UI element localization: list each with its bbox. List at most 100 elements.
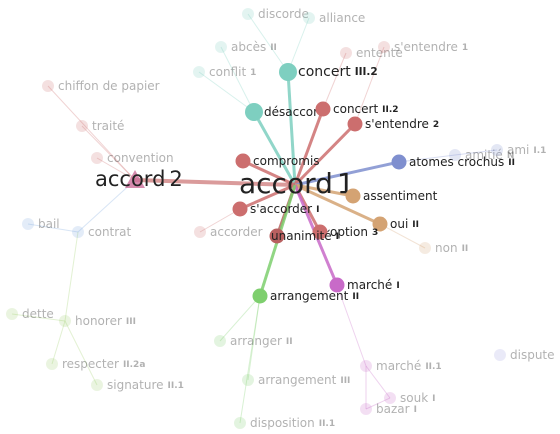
edge	[242, 159, 296, 187]
node[interactable]: arrangement II	[252, 288, 360, 304]
node[interactable]: accord 2	[95, 167, 183, 191]
node-label: chiffon de papier	[58, 79, 160, 93]
node[interactable]: assentiment	[345, 188, 438, 204]
node-marker	[242, 8, 254, 20]
node[interactable]: s'accorder I	[232, 201, 320, 217]
node-marker	[59, 315, 71, 327]
node[interactable]: abcès II	[215, 40, 277, 54]
label-word: respecter	[62, 357, 119, 371]
node[interactable]: alliance	[303, 11, 365, 25]
node[interactable]: entente	[340, 46, 403, 60]
node[interactable]: honorer III	[59, 314, 136, 328]
label-sense: I	[316, 205, 319, 215]
node[interactable]: atomes crochus II	[391, 154, 515, 170]
label-word: assentiment	[363, 189, 438, 203]
node[interactable]: option 3	[312, 224, 379, 240]
node-label: amitié N	[465, 148, 514, 162]
edge	[239, 183, 296, 211]
node[interactable]: dispute	[494, 348, 555, 362]
node-marker	[215, 41, 227, 53]
node[interactable]: unanimité I	[269, 228, 339, 244]
label-word: abcès	[231, 40, 266, 54]
node[interactable]: souk I	[384, 391, 436, 405]
node[interactable]: oui II	[372, 216, 419, 232]
node[interactable]: bail	[22, 217, 60, 231]
node[interactable]: s'entendre 1	[378, 40, 468, 54]
label-sense: I	[336, 232, 339, 242]
node-label: atomes crochus II	[409, 155, 515, 169]
node-label: bazar I	[376, 402, 417, 416]
label-word: contrat	[88, 225, 132, 239]
node[interactable]: dette	[6, 307, 54, 321]
label-word: bazar	[376, 402, 410, 416]
label-word: option	[330, 225, 368, 239]
label-sense: I	[414, 405, 417, 415]
node-label: arranger II	[230, 334, 293, 348]
label-word: non	[435, 241, 458, 255]
node[interactable]: accord 1	[239, 167, 355, 200]
node-marker	[235, 153, 251, 169]
node[interactable]: arranger II	[214, 334, 293, 348]
label-sense: II	[412, 220, 419, 230]
node[interactable]: chiffon de papier	[42, 79, 160, 93]
node-marker	[360, 403, 372, 415]
node[interactable]: amitié N	[449, 148, 514, 162]
node-marker	[312, 224, 328, 240]
edge	[294, 160, 400, 187]
node[interactable]: accorder	[194, 225, 263, 239]
label-sense: III	[126, 317, 136, 327]
node-marker	[232, 201, 248, 217]
label-sense: II.1	[319, 419, 335, 429]
label-word: ami	[507, 143, 529, 157]
label-word: dette	[22, 307, 54, 321]
node[interactable]: convention	[91, 151, 174, 165]
node[interactable]: disposition II.1	[234, 416, 335, 430]
node-label: assentiment	[363, 189, 438, 203]
node[interactable]: non II	[419, 241, 468, 255]
label-word: concert	[333, 102, 378, 116]
node[interactable]: marché I	[329, 277, 400, 293]
node[interactable]: discorde	[242, 7, 309, 21]
edge	[51, 320, 66, 365]
node[interactable]: bazar I	[360, 402, 417, 416]
label-word: accord	[95, 167, 165, 191]
node[interactable]: concert III.2	[279, 63, 378, 81]
node-label: arrangement III	[258, 373, 350, 387]
node[interactable]: signature II.1	[91, 378, 184, 392]
label-word: désaccord	[264, 105, 325, 119]
node[interactable]: marché II.1	[360, 359, 442, 373]
node[interactable]: contrat	[72, 225, 132, 239]
edge	[11, 313, 66, 322]
node-marker	[91, 152, 103, 164]
node[interactable]: respecter II.2a	[46, 357, 145, 371]
label-word: convention	[107, 151, 174, 165]
node-marker	[194, 226, 206, 238]
label-sense: II	[462, 244, 469, 254]
node-label: arrangement II	[270, 289, 359, 303]
node[interactable]: désaccord	[245, 103, 325, 121]
edge	[239, 295, 261, 424]
node[interactable]: s'entendre 2	[347, 116, 440, 132]
label-sense: I.1	[533, 146, 546, 156]
node[interactable]: arrangement III	[242, 373, 350, 387]
node-marker	[494, 349, 506, 361]
edge	[199, 208, 241, 233]
edge	[219, 295, 261, 342]
label-sense: 1	[250, 68, 256, 78]
node[interactable]: conflit 1	[193, 65, 256, 79]
label-sense: II	[508, 158, 515, 168]
label-word: alliance	[319, 11, 365, 25]
label-sense: II.1	[425, 362, 441, 372]
node-marker	[315, 101, 331, 117]
node[interactable]: traité	[76, 119, 124, 133]
node-label: abcès II	[231, 40, 277, 54]
node-marker	[6, 308, 18, 320]
node[interactable]: compromis	[235, 153, 320, 169]
node[interactable]: ami I.1	[491, 143, 546, 157]
edge	[27, 223, 79, 233]
node-marker	[279, 63, 297, 81]
node[interactable]: concert II.2	[315, 101, 399, 117]
label-sense: II	[286, 337, 293, 347]
node-label: alliance	[319, 11, 365, 25]
edge	[47, 85, 136, 181]
